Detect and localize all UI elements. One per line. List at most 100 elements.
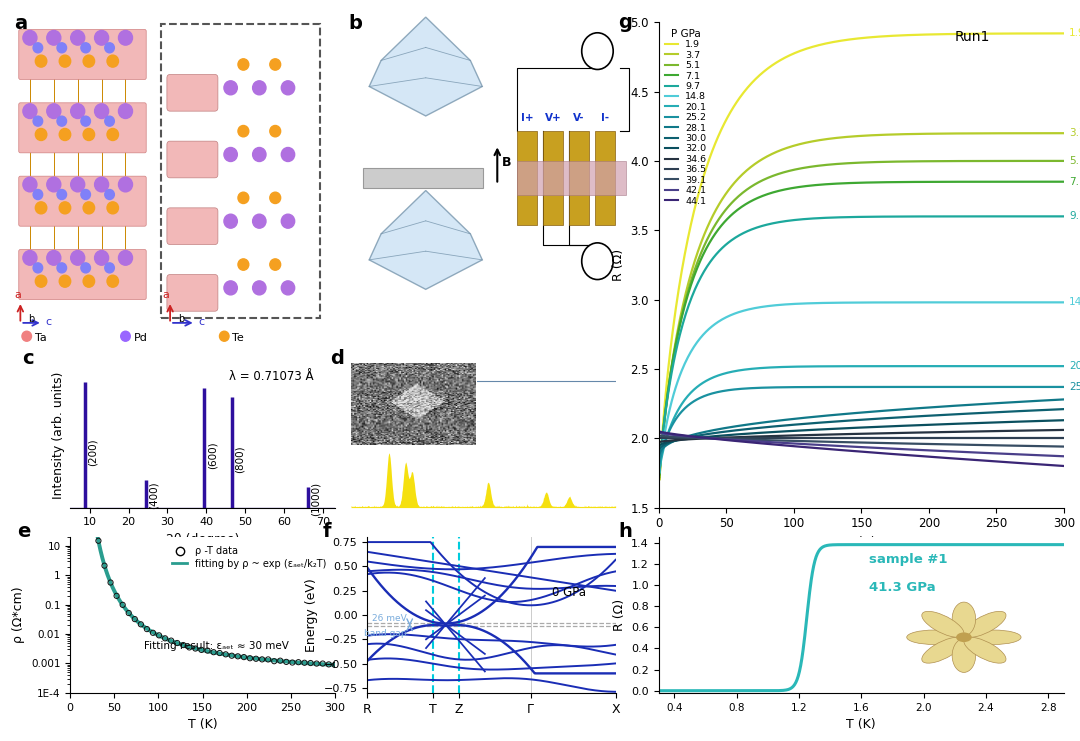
Ellipse shape bbox=[921, 637, 964, 663]
Point bbox=[150, 629, 167, 641]
Circle shape bbox=[36, 275, 46, 288]
Circle shape bbox=[105, 190, 114, 199]
Circle shape bbox=[956, 632, 972, 642]
Circle shape bbox=[22, 331, 31, 341]
Point bbox=[145, 627, 162, 639]
Circle shape bbox=[70, 30, 84, 45]
Circle shape bbox=[105, 263, 114, 273]
Text: band gap: band gap bbox=[364, 629, 406, 638]
Circle shape bbox=[582, 243, 613, 279]
Point bbox=[229, 651, 246, 662]
Point bbox=[259, 654, 276, 665]
Text: 26 meV: 26 meV bbox=[372, 614, 406, 622]
Point bbox=[80, 455, 97, 467]
Circle shape bbox=[95, 177, 109, 192]
Circle shape bbox=[46, 30, 60, 45]
Text: d: d bbox=[329, 349, 343, 368]
Text: a: a bbox=[14, 14, 27, 33]
Point bbox=[326, 659, 343, 671]
Circle shape bbox=[107, 202, 119, 214]
Circle shape bbox=[70, 177, 84, 192]
Circle shape bbox=[281, 214, 295, 228]
Polygon shape bbox=[369, 17, 483, 116]
Circle shape bbox=[70, 104, 84, 119]
Bar bbox=[161, 24, 320, 318]
Circle shape bbox=[105, 116, 114, 126]
Circle shape bbox=[224, 214, 238, 228]
Point bbox=[69, 127, 86, 139]
Point bbox=[71, 253, 89, 265]
Point bbox=[302, 657, 320, 669]
Circle shape bbox=[238, 192, 248, 204]
Circle shape bbox=[224, 81, 238, 95]
Circle shape bbox=[119, 177, 133, 192]
Bar bbox=[363, 167, 483, 187]
Text: 48.8: 48.8 bbox=[570, 421, 592, 430]
Circle shape bbox=[270, 59, 281, 70]
Text: 1.9: 1.9 bbox=[1069, 28, 1080, 39]
Circle shape bbox=[238, 59, 248, 70]
Point bbox=[162, 635, 179, 647]
Circle shape bbox=[253, 281, 266, 295]
Point bbox=[76, 389, 93, 401]
Circle shape bbox=[270, 259, 281, 270]
Text: a: a bbox=[162, 290, 168, 300]
Point bbox=[138, 623, 156, 635]
Text: 41.3 GPa: 41.3 GPa bbox=[869, 581, 936, 594]
Text: f: f bbox=[323, 522, 330, 541]
Text: 20.6: 20.6 bbox=[570, 385, 592, 393]
Point bbox=[284, 657, 301, 668]
Text: Te: Te bbox=[232, 333, 244, 343]
Circle shape bbox=[83, 55, 95, 67]
Circle shape bbox=[270, 192, 281, 204]
Point bbox=[199, 645, 216, 657]
Bar bbox=[569, 131, 589, 225]
Ellipse shape bbox=[963, 611, 1007, 637]
Point bbox=[296, 657, 313, 668]
Text: Run1: Run1 bbox=[955, 30, 990, 44]
Text: c: c bbox=[23, 349, 35, 368]
Text: 7.1: 7.1 bbox=[1069, 176, 1080, 187]
Legend: ρ -T data, fitting by ρ ~ exp (εₐₑₜ/k₂T): ρ -T data, fitting by ρ ~ exp (εₐₑₜ/k₂T) bbox=[168, 542, 329, 573]
Point bbox=[126, 613, 144, 625]
FancyBboxPatch shape bbox=[18, 176, 146, 226]
Text: h: h bbox=[618, 522, 632, 541]
Ellipse shape bbox=[967, 630, 1021, 645]
Text: (200): (200) bbox=[87, 439, 97, 466]
Text: I: I bbox=[596, 46, 599, 56]
Point bbox=[84, 506, 102, 518]
Circle shape bbox=[119, 250, 133, 265]
Point bbox=[114, 599, 132, 611]
X-axis label: T (K): T (K) bbox=[847, 718, 876, 731]
Ellipse shape bbox=[953, 602, 975, 636]
X-axis label: T (K): T (K) bbox=[188, 718, 217, 731]
Circle shape bbox=[46, 177, 60, 192]
Circle shape bbox=[36, 202, 46, 214]
Circle shape bbox=[281, 81, 295, 95]
Circle shape bbox=[23, 30, 37, 45]
Point bbox=[266, 655, 283, 667]
Point bbox=[157, 632, 174, 644]
Circle shape bbox=[57, 116, 67, 126]
Point bbox=[90, 535, 107, 547]
Circle shape bbox=[57, 190, 67, 199]
Circle shape bbox=[46, 250, 60, 265]
Point bbox=[68, 50, 85, 62]
Circle shape bbox=[33, 263, 43, 273]
Point bbox=[120, 607, 137, 619]
Text: (400): (400) bbox=[149, 482, 159, 509]
Circle shape bbox=[33, 190, 43, 199]
Point bbox=[254, 654, 271, 665]
Point bbox=[235, 651, 253, 663]
Circle shape bbox=[33, 43, 43, 53]
Text: B: B bbox=[501, 156, 511, 169]
FancyBboxPatch shape bbox=[167, 74, 218, 111]
Point bbox=[193, 644, 211, 656]
Point bbox=[72, 304, 90, 316]
FancyBboxPatch shape bbox=[18, 103, 146, 153]
Circle shape bbox=[238, 125, 248, 137]
Point bbox=[82, 482, 99, 494]
Text: c: c bbox=[199, 317, 205, 328]
Ellipse shape bbox=[921, 611, 964, 637]
Circle shape bbox=[81, 43, 91, 53]
